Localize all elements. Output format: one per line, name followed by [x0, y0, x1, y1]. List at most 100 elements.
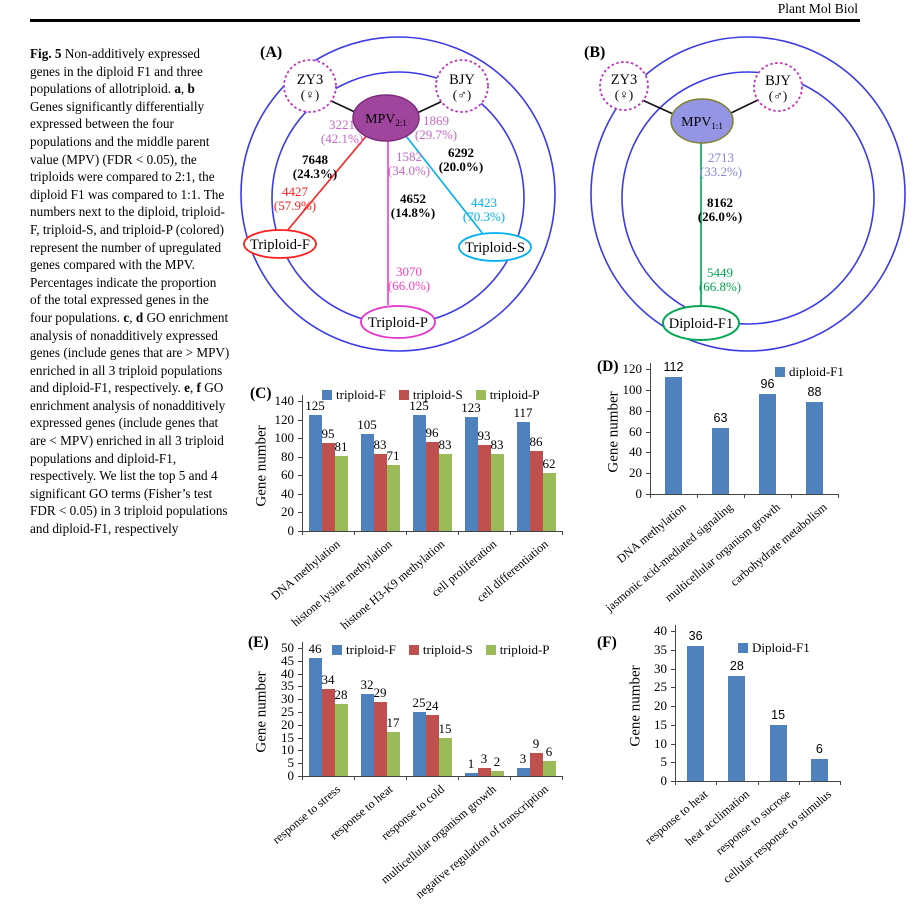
- bar-Diploid-F1: [687, 646, 705, 781]
- svg-text:(33.2%): (33.2%): [700, 164, 742, 179]
- bar-value-label: 3: [480, 751, 488, 767]
- bar-diploid-F1: [806, 402, 823, 494]
- y-tick-mark: [298, 776, 302, 777]
- x-tick-mark: [354, 776, 355, 780]
- bar-triploid-F: [308, 414, 322, 531]
- bar-triploid-S: [425, 441, 439, 531]
- bar-triploid-P: [386, 465, 400, 531]
- bar-diploid-F1: [712, 428, 729, 494]
- y-tick-mark: [298, 531, 302, 532]
- edge-mpv-triploid-f: [286, 133, 369, 232]
- svg-text:1582: 1582: [396, 149, 422, 164]
- y-tick-mark: [646, 473, 650, 475]
- panel-label-D: (D): [597, 358, 619, 375]
- y-tick-mark: [671, 706, 675, 707]
- panel-b-label: (B): [584, 44, 605, 61]
- x-tick-mark: [675, 781, 676, 785]
- bar-triploid-F: [464, 416, 478, 531]
- svg-text:(34.0%): (34.0%): [388, 163, 430, 178]
- caption-segment: e: [184, 380, 190, 396]
- svg-text:(57.9%): (57.9%): [274, 198, 316, 213]
- bar-value-label: 28: [729, 659, 744, 673]
- bar-value-label: 34: [321, 671, 335, 687]
- bar-value-label: 6: [545, 743, 553, 759]
- bar-triploid-P: [334, 455, 348, 531]
- bar-value-label: 9: [532, 735, 540, 751]
- y-tick-mark: [671, 781, 675, 782]
- bar-value-label: 125: [409, 397, 429, 413]
- y-axis-line: [302, 395, 303, 531]
- svg-text:4423: 4423: [471, 195, 497, 210]
- svg-text:8162: 8162: [707, 195, 733, 210]
- y-tick-label: 120: [622, 361, 643, 376]
- bar-value-label: 117: [513, 405, 533, 421]
- x-tick-mark: [716, 781, 718, 785]
- caption-segment: a: [174, 81, 181, 97]
- bar-triploid-S: [477, 768, 491, 776]
- legend: diploid-F1: [775, 364, 844, 380]
- panel-a-diagram: (A) ZY3 (♀) BJY (♂) MPV2:1 3221 (42.1%) …: [240, 36, 556, 352]
- parent-zy3-circle: [599, 61, 649, 111]
- y-tick-mark: [298, 712, 302, 713]
- svg-text:(26.0%): (26.0%): [698, 209, 742, 224]
- y-tick-label: 20: [281, 716, 294, 732]
- bar-value-label: 28: [334, 687, 348, 703]
- legend-label: diploid-F1: [789, 364, 844, 379]
- y-tick-mark: [671, 687, 675, 689]
- bar-value-label: 123: [461, 399, 481, 415]
- y-tick-label: 25: [654, 679, 667, 695]
- x-tick-mark: [650, 494, 651, 498]
- female-symbol: (♀): [615, 87, 633, 102]
- bar-value-label: 15: [438, 720, 452, 736]
- bar-triploid-F: [516, 768, 530, 776]
- legend-swatch: [485, 645, 496, 655]
- y-tick-mark: [671, 649, 675, 651]
- panel-label-F: (F): [597, 634, 617, 651]
- y-tick-mark: [298, 686, 302, 688]
- bar-value-label: 2: [493, 753, 501, 769]
- y-tick-label: 100: [274, 430, 295, 446]
- y-tick-label: 25: [281, 704, 294, 719]
- svg-text:(42.1%): (42.1%): [321, 131, 363, 146]
- venn-outer-circle: [240, 36, 556, 352]
- edge-mpv-triploid-s: [405, 135, 484, 235]
- legend-item: triploid-P: [485, 642, 550, 658]
- x-tick-mark: [757, 781, 759, 785]
- y-tick-label: 0: [287, 768, 295, 783]
- caption-segment: b: [187, 81, 195, 97]
- bar-Diploid-F1: [810, 758, 828, 781]
- panel-d-chart: (D) Gene number 0 20 40 60 80 100 120 112 DNA meth…: [590, 355, 918, 614]
- panel-e-chart: (E) Gene number 0 5 10 15 20 25 30 35 40 45 50 46 34 28…: [240, 628, 570, 906]
- ann-right-total: 6292 (20.0%): [439, 145, 483, 174]
- svg-text:(66.8%): (66.8%): [699, 279, 741, 294]
- bar-value-label: 86: [529, 434, 543, 450]
- svg-text:(66.0%): (66.0%): [388, 278, 430, 293]
- triploid-p-label: Triploid-P: [368, 315, 428, 331]
- y-tick-mark: [298, 456, 302, 458]
- y-tick-label: 100: [622, 381, 643, 397]
- figure-caption: Fig. 5 Non-additively expressed genes in…: [30, 45, 230, 538]
- legend-item: triploid-S: [408, 642, 473, 658]
- panel-b-diagram: (B) ZY3 (♀) BJY (♂) MPV1:1 2713 (33.2%) …: [584, 36, 906, 352]
- y-tick-mark: [298, 493, 302, 495]
- svg-text:(24.3%): (24.3%): [293, 166, 337, 181]
- ann-right-parent: 1869 (29.7%): [415, 113, 457, 142]
- y-tick-label: 20: [629, 465, 642, 481]
- y-tick-mark: [646, 431, 650, 433]
- journal-title: Plant Mol Biol: [777, 1, 858, 16]
- bar-diploid-F1: [759, 394, 776, 494]
- x-tick-mark: [458, 531, 459, 535]
- bar-value-label: 6: [815, 741, 823, 756]
- y-axis-line: [650, 363, 651, 494]
- bar-triploid-F: [464, 773, 478, 776]
- svg-text:4427: 4427: [282, 184, 309, 199]
- triploid-s-node: [458, 232, 532, 262]
- y-tick-label: 5: [660, 754, 668, 770]
- bar-triploid-P: [334, 704, 348, 776]
- y-tick-label: 0: [660, 773, 668, 788]
- y-tick-label: 80: [629, 402, 642, 418]
- legend-item: triploid-P: [475, 387, 540, 403]
- bar-value-label: 24: [425, 697, 439, 713]
- triploid-s-label: Triploid-S: [465, 240, 525, 256]
- mpv-1-1-node: [670, 98, 734, 144]
